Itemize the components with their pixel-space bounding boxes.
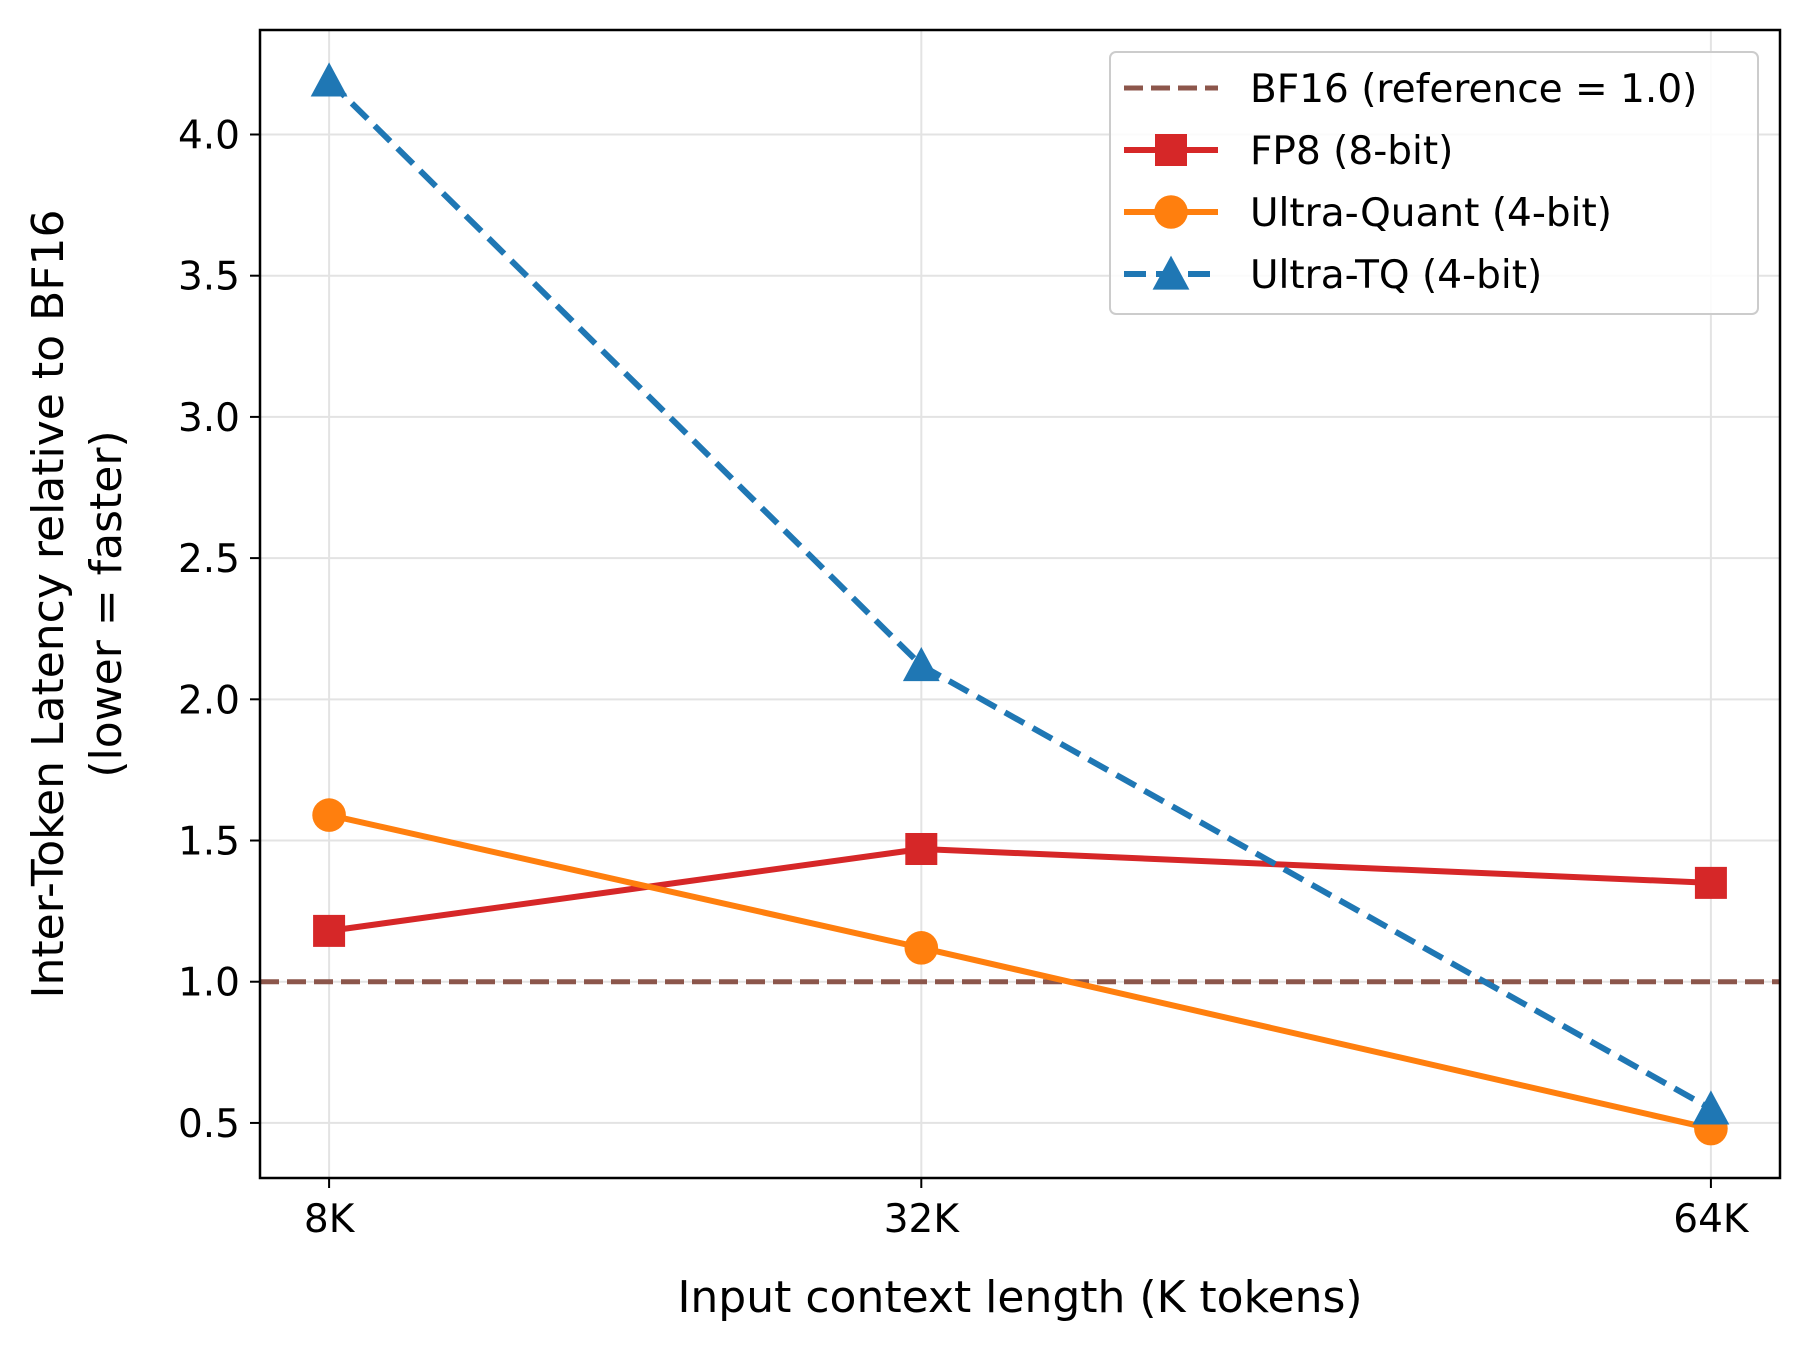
data-point	[905, 832, 938, 865]
y-tick-label: 2.0	[178, 678, 240, 723]
data-point	[310, 62, 348, 97]
x-tick-label: 8K	[304, 1197, 356, 1242]
series-0	[313, 832, 1727, 947]
y-tick-label: 1.5	[178, 820, 240, 865]
legend-box	[1109, 51, 1759, 315]
y-axis-label-subtitle: (lower = faster)	[81, 430, 132, 777]
legend-swatch-marker	[1155, 134, 1187, 166]
y-tick-label: 3.5	[178, 255, 240, 300]
y-tick-label: 0.5	[178, 1102, 240, 1147]
x-tick-label: 32K	[884, 1197, 961, 1242]
data-point	[1694, 866, 1727, 899]
legend-label: BF16 (reference = 1.0)	[1250, 67, 1697, 112]
legend-label: Ultra-Quant (4-bit)	[1250, 191, 1612, 236]
legend: BF16 (reference = 1.0) FP8 (8-bit) Ultra-Q…	[1109, 51, 1759, 315]
y-tick-label: 1.0	[178, 961, 240, 1006]
legend-label: Ultra-TQ (4-bit)	[1250, 253, 1542, 298]
data-point	[312, 798, 346, 832]
data-point	[902, 647, 940, 682]
y-tick-label: 2.5	[178, 537, 240, 582]
series-layer	[310, 62, 1730, 1146]
data-point	[313, 914, 346, 947]
x-axis-label: Input context length (K tokens)	[677, 1272, 1362, 1323]
legend-label: FP8 (8-bit)	[1250, 129, 1453, 174]
legend-swatch-marker	[1152, 255, 1190, 290]
plot-frame	[258, 28, 1782, 1180]
tick-layer: 0.5 1.0 1.5 2.0 2.5 3.0 3.5 4.0 8K 32K 64K	[178, 113, 1750, 1242]
y-axis-label: Inter-Token Latency relative to BF16	[23, 210, 74, 999]
legend-swatch-marker	[1154, 195, 1188, 229]
data-point	[904, 931, 939, 965]
y-tick-label: 4.0	[178, 113, 240, 158]
series-2	[310, 62, 1730, 1125]
series-line	[328, 812, 1712, 1132]
data-point	[1692, 1090, 1730, 1125]
x-tick-label: 64K	[1673, 1197, 1750, 1242]
y-tick-label: 3.0	[178, 396, 240, 441]
